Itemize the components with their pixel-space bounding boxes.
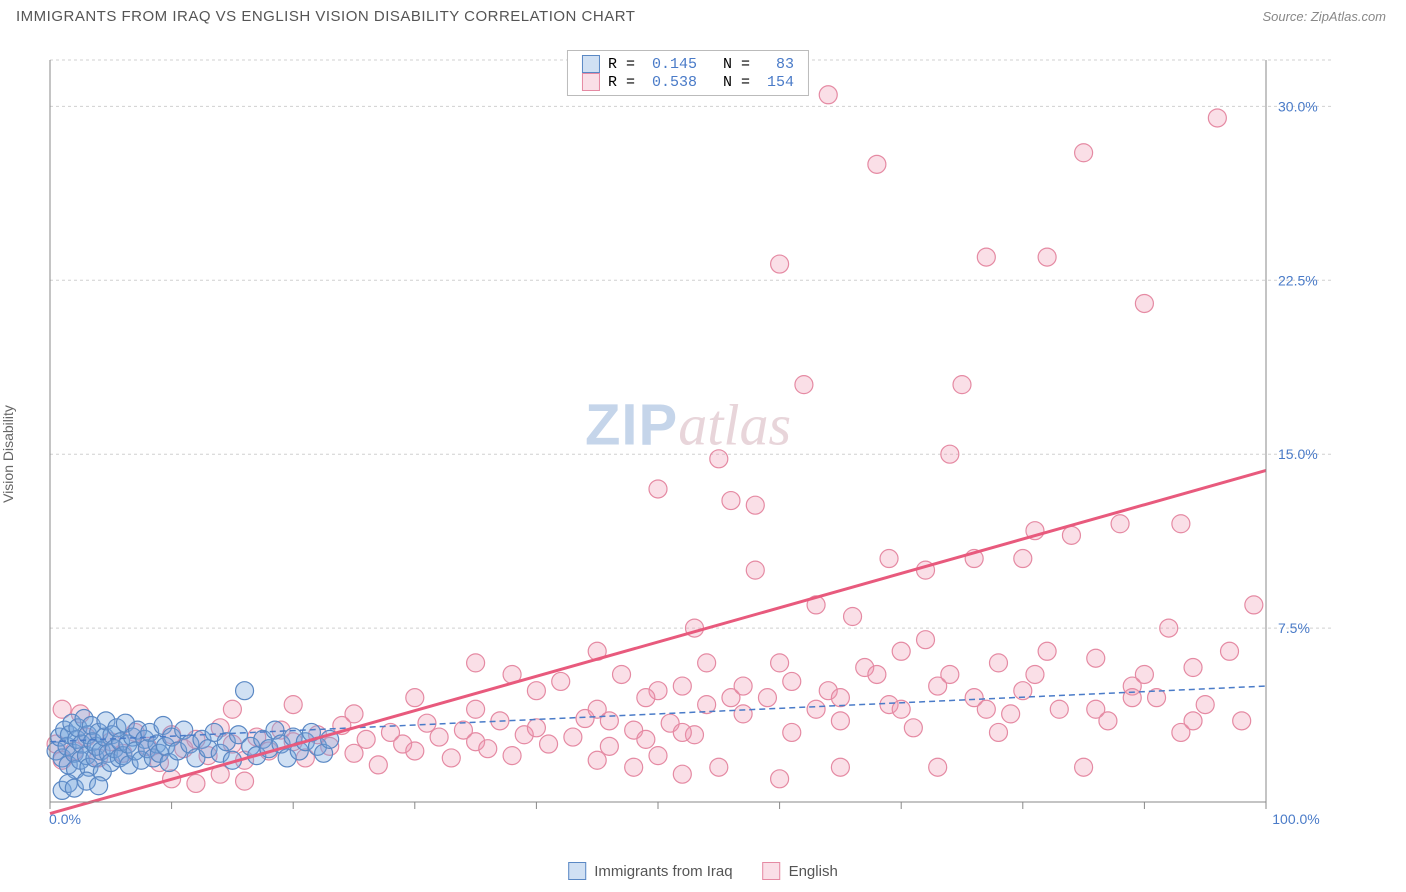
legend-stat-n-pink: 154 — [767, 74, 794, 91]
y-axis-label: Vision Disability — [0, 405, 16, 503]
legend-swatch-pink-icon — [763, 862, 781, 880]
svg-text:100.0%: 100.0% — [1272, 811, 1319, 827]
legend-label-blue: Immigrants from Iraq — [594, 863, 732, 880]
chart-area: 7.5%15.0%22.5%30.0%0.0%100.0% ZIPatlas R… — [45, 50, 1331, 832]
legend-stat-n-label: N = — [705, 74, 759, 91]
chart-title: IMMIGRANTS FROM IRAQ VS ENGLISH VISION D… — [16, 8, 635, 25]
legend-stat-r-label: R = — [608, 74, 644, 91]
legend-swatch-blue-icon — [568, 862, 586, 880]
legend-swatch-blue — [582, 55, 600, 73]
legend-row-blue: R = 0.145 N = 83 — [582, 55, 794, 73]
chart-source: Source: ZipAtlas.com — [1262, 9, 1386, 24]
svg-text:7.5%: 7.5% — [1278, 620, 1310, 636]
svg-text:30.0%: 30.0% — [1278, 98, 1318, 114]
legend-top-stats: R = 0.145 N = 83 R = 0.538 N = 154 — [567, 50, 809, 96]
legend-stat-r-blue: 0.145 — [652, 56, 697, 73]
svg-text:22.5%: 22.5% — [1278, 272, 1318, 288]
svg-text:15.0%: 15.0% — [1278, 446, 1318, 462]
legend-stat-r-label: R = — [608, 56, 644, 73]
scatter-chart-svg: 7.5% 15.0% 22.5% 30.0% 0.0% 100.0% — [45, 50, 1331, 832]
legend-stat-n-label: N = — [705, 56, 768, 73]
legend-row-pink: R = 0.538 N = 154 — [582, 73, 794, 91]
legend-bottom: Immigrants from Iraq English — [568, 862, 838, 880]
legend-label-pink: English — [789, 863, 838, 880]
legend-stat-r-pink: 0.538 — [652, 74, 697, 91]
legend-stat-n-blue: 83 — [776, 56, 794, 73]
legend-swatch-pink — [582, 73, 600, 91]
legend-item-pink: English — [763, 862, 838, 880]
legend-item-blue: Immigrants from Iraq — [568, 862, 732, 880]
svg-text:0.0%: 0.0% — [49, 811, 81, 827]
